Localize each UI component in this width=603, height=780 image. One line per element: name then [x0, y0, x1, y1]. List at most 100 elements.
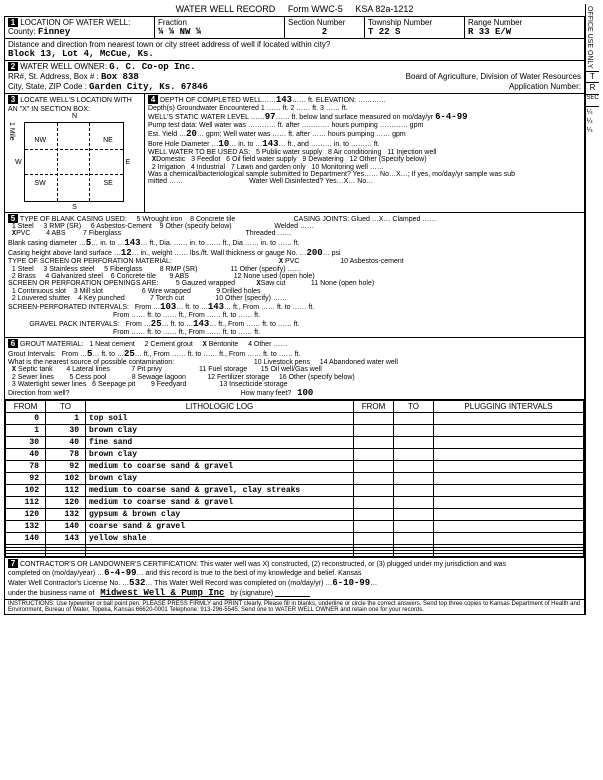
side-office: OFFICE USE ONLY [586, 4, 593, 71]
locate-heading: LOCATE WELL'S LOCATION WITH AN "X" IN SE… [8, 97, 132, 113]
s11: 11 Other (specify) …… [230, 266, 301, 273]
county-val: Finney [38, 27, 70, 37]
u8: 8 Air conditioning [328, 149, 381, 156]
gpi-v1: 25 [151, 319, 162, 329]
table-row: 7892medium to coarse sand & gravel [6, 461, 584, 473]
c4: 4 ABS [46, 230, 65, 237]
casing-heading: TYPE OF BLANK CASING USED: [20, 216, 127, 223]
cert-biz: Midwest Well & Pump Inc [100, 588, 224, 598]
dist-lbl: Distance and direction from nearest town… [8, 40, 330, 49]
u3: 3 Feedlot [191, 156, 220, 163]
sec4-num: 4 [148, 95, 158, 104]
cert-2b: and this record is true to the best of m… [145, 570, 361, 577]
gi-lbl: Grout Intervals: [8, 351, 56, 358]
s7: PVC [285, 258, 299, 265]
op11: 11 None (open hole) [311, 280, 374, 287]
cert-3b: This Water Well Record was completed on … [154, 580, 323, 587]
sec7-num: 7 [8, 559, 18, 568]
sec6-num: 6 [8, 339, 18, 348]
instructions: INSTRUCTIONS: Use typewriter or ball poi… [5, 600, 584, 614]
c7: 7 Fiberglass [83, 230, 121, 237]
dia-rest: ft., Dia. …… in. to …… ft., Dia …… in. t… [149, 240, 299, 247]
spi-rest: ft., From …… ft. to …… ft. [233, 304, 314, 311]
pump-txt: Pump test data: Well water was ………… ft. … [148, 122, 423, 129]
th-to: TO [46, 401, 86, 413]
s1: 1 Steel [12, 266, 34, 273]
s4: 4 Galvanized steel [45, 273, 103, 280]
cc16: 16 Other (specify below) [279, 374, 355, 381]
owner-name: G. C. Co-op Inc. [109, 62, 195, 72]
u10: 10 Monitoring well [311, 164, 367, 171]
op8: Saw cut [261, 280, 286, 287]
bore-to: in. to [238, 141, 253, 148]
est-unit: gpm; Well water was …… ft. after …… hour… [206, 131, 406, 138]
cc9: 9 Feedyard [151, 381, 186, 388]
u6: 6 Oil field water supply [226, 156, 296, 163]
cc2: 2 Sewer lines [12, 374, 54, 381]
op4: 4 Key punched [78, 295, 125, 302]
loc-se: SE [103, 180, 112, 187]
g1: 1 Neat cement [89, 341, 135, 348]
spi-f: From [135, 304, 151, 311]
sec5-num: 5 [8, 214, 18, 223]
s8: 8 RMP (SR) [160, 266, 198, 273]
range-lbl: Range Number [468, 18, 522, 27]
cc4: 4 Lateral lines [66, 366, 110, 373]
ht-v: 12 [121, 248, 132, 258]
location-grid[interactable]: NW NE SW SE [24, 122, 124, 202]
g3: Bentonite [209, 341, 239, 348]
form-title: WATER WELL RECORD [176, 4, 276, 14]
ht-lbl: Casing height above land surface [8, 250, 112, 257]
section-lbl: Section Number [288, 18, 345, 27]
gi-rest: ft., From …… ft. to …… ft., From …… ft. … [144, 351, 301, 358]
dia-d: 143 [124, 238, 140, 248]
loc-n: N [8, 113, 141, 120]
gi-t: ft. to [101, 351, 115, 358]
table-row: 01top soil [6, 413, 584, 425]
cc7: 7 Pit privy [131, 366, 162, 373]
dir-lbl: Direction from well? [8, 390, 69, 397]
spi-lbl: SCREEN-PERFORATED INTERVALS: [8, 304, 129, 311]
depth-val: 143 [276, 95, 292, 105]
s9: 9 ABS [170, 273, 189, 280]
loc-ne: NE [103, 137, 113, 144]
c8: 8 Concrete tile [190, 216, 235, 223]
s3: 3 Stainless steel [43, 266, 94, 273]
table-row: 4078brown clay [6, 449, 584, 461]
s10: 10 Asbestos-cement [340, 258, 403, 265]
form-no: Form WWC-5 [288, 4, 343, 14]
side-t: T [586, 71, 599, 83]
c3: 3 RMP (SR) [43, 223, 81, 230]
cert-4b: by (signature) [230, 590, 273, 597]
use-lbl: WELL WATER TO BE USED AS: [148, 149, 250, 156]
c9: 9 Other (specify below) [160, 223, 232, 230]
cc6: 6 Seepage pit [92, 381, 135, 388]
side-sec: SEC [586, 95, 599, 107]
table-row [6, 554, 584, 557]
county-lbl: County: [8, 27, 36, 36]
fraction-lbl: Fraction [158, 18, 187, 27]
table-row: 140143yellow shale [6, 533, 584, 545]
joints-txt: CASING JOINTS: Glued …X… Clamped …… [294, 216, 437, 223]
gpi-lbl: GRAVEL PACK INTERVALS: [29, 321, 119, 328]
open-lbl: SCREEN OR PERFORATION OPENINGS ARE: [8, 280, 158, 287]
cert-4a: under the business name of [8, 590, 94, 597]
cert-heading: CONTRACTOR'S OR LANDOWNER'S CERTIFICATIO… [20, 561, 506, 568]
cc14: 14 Abandoned water well [320, 359, 398, 366]
threaded-txt: Threaded …… [246, 230, 292, 237]
cert-lic: 532 [129, 578, 145, 588]
app-lbl: Application Number: [509, 82, 581, 92]
est-lbl: Est. Yield [148, 131, 177, 138]
swl-lbl: WELL'S STATIC WATER LEVEL [148, 114, 249, 121]
sec3-num: 3 [8, 95, 18, 104]
s5: 5 Fiberglass [104, 266, 142, 273]
loc-s: S [8, 204, 141, 211]
u5: 5 Public water supply [256, 149, 322, 156]
est-val: 20 [186, 129, 197, 139]
spi-v2: 143 [208, 302, 224, 312]
u12: 12 Other (Specify below) [350, 156, 427, 163]
township-lbl: Township Number [368, 18, 432, 27]
lithologic-table: FROM TO LITHOLOGIC LOG FROM TO PLUGGING … [5, 400, 584, 557]
cc1: Septic tank [18, 366, 53, 373]
grout-heading: GROUT MATERIAL: [20, 341, 84, 348]
